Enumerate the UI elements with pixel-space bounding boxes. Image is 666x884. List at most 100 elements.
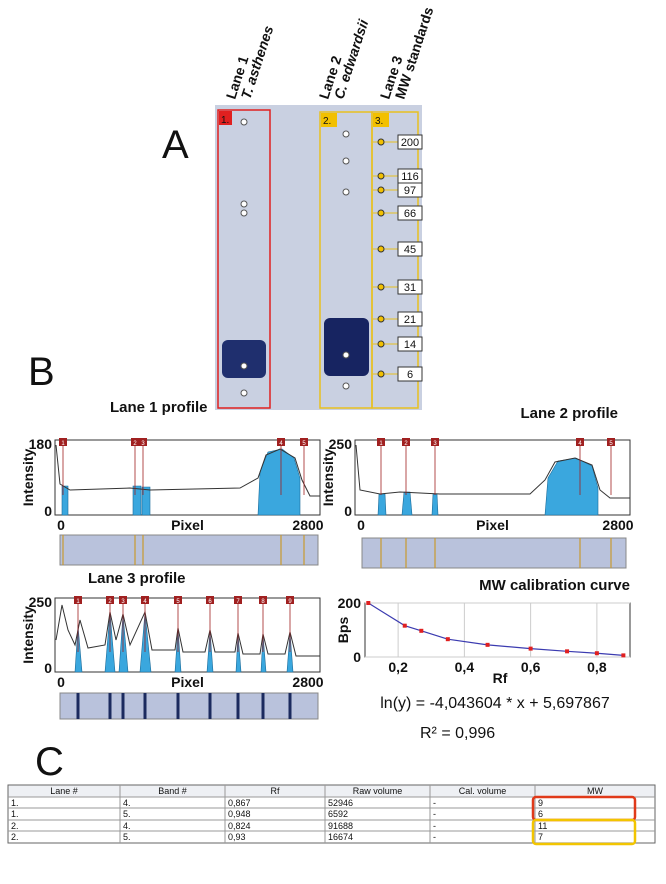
table-cell: 1. (11, 809, 19, 819)
peak (74, 624, 83, 673)
table-cell: 2. (11, 821, 19, 831)
y-axis-label: Intensity (20, 449, 36, 507)
table-cell: 91688 (328, 821, 353, 831)
table-cell: 0,93 (228, 832, 246, 842)
mw-box (397, 134, 423, 150)
band-tag-text: 3 (141, 441, 145, 447)
mw-label: 31 (404, 282, 416, 294)
mw-box (397, 205, 423, 221)
lane-tag (219, 111, 232, 125)
table-cell: 5. (123, 832, 131, 842)
table-cell: 4. (123, 798, 131, 808)
y-tick-label: 0 (44, 660, 52, 676)
table-header: Raw volume (353, 786, 403, 796)
mw-label: 21 (404, 314, 416, 326)
y-axis-label: Intensity (320, 449, 336, 507)
header-bg (7, 784, 656, 798)
mw-box (397, 311, 423, 327)
x-tick-label: 0 (357, 517, 365, 533)
lane-strip (361, 537, 627, 569)
table-cell: - (433, 821, 436, 831)
data-point (445, 637, 450, 642)
data-point (419, 628, 424, 633)
table-header: Lane # (50, 786, 78, 796)
y-axis-label: Intensity (20, 606, 36, 664)
plot-frame (364, 602, 631, 658)
table-cell: 11 (538, 821, 547, 831)
band-tag (286, 596, 294, 604)
y-axis-label: Bps (335, 617, 351, 644)
band-tag-text: 1 (61, 441, 65, 447)
mw-label: 14 (404, 339, 416, 351)
peak (139, 611, 152, 673)
profile-curve (355, 444, 630, 499)
panel-letter: C (35, 740, 64, 784)
table-cell: 1. (11, 798, 19, 808)
band-tag-text: 8 (261, 599, 265, 605)
band-tag-text: 2 (404, 441, 408, 447)
mw-box (397, 366, 423, 382)
panel-letter: B (28, 350, 55, 394)
lane-tag (321, 113, 337, 127)
band-tag (119, 596, 127, 604)
panel-letter: A (162, 123, 189, 167)
mw-label: 6 (407, 369, 413, 381)
lane-species: MW standards (392, 5, 437, 101)
table-cell: 0,867 (228, 798, 251, 808)
table-header: Cal. volume (459, 786, 507, 796)
table-cell: 16674 (328, 832, 353, 842)
band-tag (431, 438, 439, 446)
table-cell: 52946 (328, 798, 353, 808)
mw-box (397, 182, 423, 198)
peak (260, 633, 267, 673)
peak (431, 493, 439, 516)
table-cell: 0,948 (228, 809, 251, 819)
profile-curve (55, 444, 320, 497)
table-cell: 2. (11, 832, 19, 842)
band-blob (324, 318, 369, 376)
x-axis-label: Pixel (171, 674, 204, 690)
data-point (366, 601, 371, 605)
table-cell: 0,824 (228, 821, 251, 831)
table-cell: 6 (538, 809, 543, 819)
data-point (402, 623, 407, 628)
y-tick-label: 200 (338, 595, 362, 611)
table-header: MW (587, 786, 603, 796)
band-tag (234, 596, 242, 604)
x-tick-label: 2800 (602, 517, 633, 533)
x-tick-label: 0,6 (521, 659, 541, 675)
y-tick-label: 0 (44, 503, 52, 519)
y-tick-label: 0 (344, 503, 352, 519)
peak (401, 491, 413, 516)
table-cell: 5. (123, 809, 131, 819)
lane-tag-text: 1. (221, 115, 229, 126)
band-dot (377, 209, 385, 217)
x-axis-label: Pixel (171, 517, 204, 533)
band-tag (174, 596, 182, 604)
band-dot (377, 138, 385, 146)
lane-strip (59, 534, 319, 566)
data-point (528, 646, 533, 651)
band-dot (377, 283, 385, 291)
peak (118, 613, 129, 673)
band-tag (59, 438, 67, 446)
profile-title: Lane 3 profile (88, 570, 186, 587)
x-axis-label: Pixel (476, 517, 509, 533)
band-tag-text: 1 (76, 599, 80, 605)
band-dot (377, 172, 385, 180)
profile-title: Lane 1 profile (110, 399, 208, 416)
table-header: Band # (158, 786, 187, 796)
band-tag-text: 4 (578, 441, 582, 447)
data-point (621, 653, 626, 658)
band-tag (74, 596, 82, 604)
data-point (565, 649, 570, 654)
mw-box (397, 241, 423, 257)
mw-label: 200 (401, 137, 419, 149)
lane-tag-text: 2. (323, 116, 331, 127)
x-tick-label: 0 (57, 517, 65, 533)
band-tag (607, 438, 615, 446)
band-dot (377, 340, 385, 348)
band-tag-text: 1 (379, 441, 383, 447)
band-tag-text: 4 (279, 441, 283, 447)
